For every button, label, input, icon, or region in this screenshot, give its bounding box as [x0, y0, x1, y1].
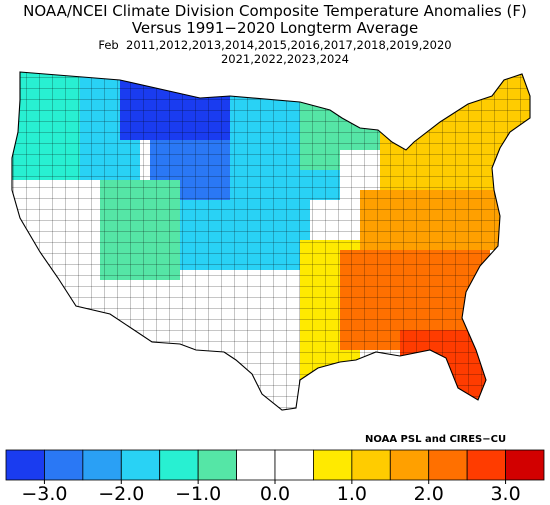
scale-swatch	[351, 449, 391, 481]
tick-label: 2.0	[413, 483, 444, 505]
scale-swatch	[44, 449, 84, 481]
scale-swatch	[236, 449, 276, 481]
month-label: Feb	[98, 38, 119, 52]
anomaly-regions	[12, 72, 530, 410]
scale-swatch	[505, 449, 545, 481]
years-line-1: Feb 2011,2012,2013,2014,2015,2016,2017,2…	[0, 38, 550, 52]
scale-swatch	[120, 449, 161, 481]
map-title: NOAA/NCEI Climate Division Composite Tem…	[23, 2, 527, 20]
years-line-2: 2021,2022,2023,2024	[0, 52, 550, 66]
map-subtitle: Versus 1991−2020 Longterm Average	[131, 19, 419, 37]
scale-swatch	[5, 449, 45, 481]
tick-label: 3.0	[490, 483, 521, 505]
scale-swatch	[466, 449, 506, 481]
credit-label: NOAA PSL and CIRES−CU	[365, 434, 507, 445]
years-list-1: 2011,2012,2013,2014,2015,2016,2017,2018,…	[126, 38, 452, 52]
scale-swatch	[428, 449, 468, 481]
scale-swatch	[82, 449, 122, 481]
tick-label: −2.0	[98, 483, 145, 505]
scale-swatch	[197, 449, 237, 481]
scale-swatch	[313, 449, 353, 481]
years-list-2: 2021,2022,2023,2024	[220, 52, 350, 66]
tick-label: 0.0	[259, 483, 291, 505]
scale-swatch	[159, 449, 199, 481]
scale-swatch	[274, 449, 314, 481]
tick-label: −3.0	[21, 483, 68, 505]
scale-swatch	[389, 449, 430, 481]
tick-label: 1.0	[336, 483, 367, 505]
tick-label: −1.0	[175, 483, 222, 505]
